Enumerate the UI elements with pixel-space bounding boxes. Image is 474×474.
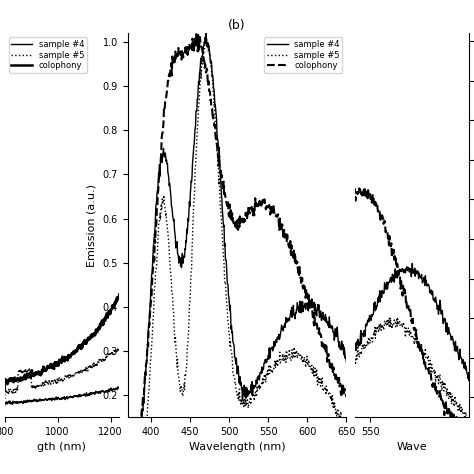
Title: (b): (b) (228, 19, 246, 32)
X-axis label: Wavelength (nm): Wavelength (nm) (189, 442, 285, 452)
X-axis label: gth (nm): gth (nm) (37, 442, 86, 452)
X-axis label: Wave: Wave (397, 442, 428, 452)
Legend: sample #4, sample #5, colophony: sample #4, sample #5, colophony (264, 37, 342, 73)
Legend: sample #4, sample #5, colophony: sample #4, sample #5, colophony (9, 37, 87, 73)
Y-axis label: Emission (a.u.): Emission (a.u.) (87, 183, 97, 267)
